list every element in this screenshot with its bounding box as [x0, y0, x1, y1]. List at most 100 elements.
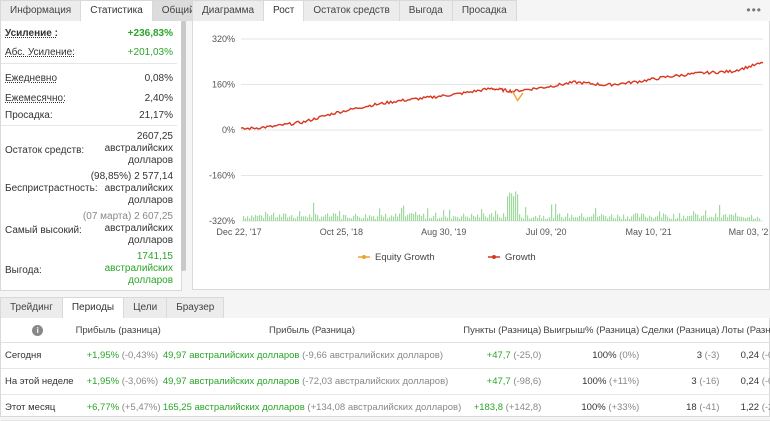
volume-bar — [253, 217, 255, 221]
volume-bar — [495, 210, 497, 221]
volume-bar — [671, 218, 673, 221]
volume-bar — [625, 218, 627, 221]
tab-profit[interactable]: Выгода — [398, 0, 453, 21]
volume-bar — [441, 217, 443, 221]
volume-bar — [511, 193, 513, 221]
volume-bar — [725, 214, 727, 221]
volume-bar — [755, 218, 757, 221]
volume-bar — [335, 213, 337, 221]
volume-bar — [695, 213, 697, 221]
stat-profit: Выгода: 1741,15 австралийских долларов — [1, 251, 177, 290]
volume-bar — [663, 213, 665, 221]
volume-bar — [721, 217, 723, 221]
volume-bar — [661, 217, 663, 221]
tab-periods[interactable]: Периоды — [61, 297, 125, 319]
volume-bar — [517, 194, 519, 221]
drawdown-label: Просадка: — [5, 110, 53, 121]
volume-bar — [265, 211, 267, 221]
volume-bar — [261, 215, 263, 221]
volume-bar — [411, 213, 413, 221]
trades-cell: 18 (-41) — [640, 394, 721, 421]
volume-bar — [413, 214, 415, 221]
tab-trading[interactable]: Трейдинг — [0, 297, 63, 318]
info-icon[interactable]: i — [32, 324, 44, 336]
volume-bar — [329, 216, 331, 221]
volume-bar — [313, 202, 315, 221]
volume-bar — [549, 217, 551, 221]
volume-bar — [309, 214, 311, 221]
volume-bar — [263, 217, 265, 221]
volume-bar — [759, 218, 761, 221]
tab-drawdown[interactable]: Просадка — [451, 0, 517, 21]
volume-bar — [459, 218, 461, 221]
volume-bar — [567, 213, 569, 221]
volume-bar — [453, 216, 455, 221]
volume-bar — [547, 218, 549, 221]
volume-bar — [345, 215, 347, 221]
volume-bar — [673, 213, 675, 221]
equity-amount: (98,85%) 2 577,14 — [90, 171, 173, 182]
volume-bar — [503, 213, 505, 221]
volume-bar — [461, 216, 463, 221]
volume-bar — [465, 216, 467, 221]
pips-cell: +47,7 (-98,6) — [462, 368, 543, 395]
profit-currency: австралийских — [104, 263, 173, 274]
tab-growth[interactable]: Рост — [263, 0, 305, 22]
volume-bar — [365, 214, 367, 221]
abs-gain-label[interactable]: Абс. Усиление: — [5, 47, 75, 58]
tab-statistics[interactable]: Статистика — [80, 0, 153, 22]
stat-balance: Остаток средств: 2607,25 австралийских д… — [1, 131, 177, 171]
volume-bar — [379, 208, 381, 221]
volume-bar — [615, 218, 617, 221]
volume-bar — [585, 218, 587, 221]
volume-bar — [707, 217, 709, 221]
volume-bar — [255, 215, 257, 221]
volume-bar — [325, 214, 327, 221]
volume-bar — [435, 212, 437, 221]
equity-currency-unit: долларов — [128, 195, 173, 206]
table-row: Сегодня +1,95% (-0,43%) 49,97 австралийс… — [1, 342, 770, 369]
monthly-label[interactable]: Ежемесячно: — [5, 93, 66, 104]
volume-bar — [389, 217, 391, 221]
x-tick-label: Dec 22, '17 — [216, 227, 261, 237]
volume-bar — [551, 204, 553, 221]
volume-bar — [535, 215, 537, 221]
volume-bar — [469, 218, 471, 221]
volume-bar — [269, 216, 271, 221]
tab-info[interactable]: Информация — [0, 0, 82, 21]
tab-goals[interactable]: Цели — [123, 297, 168, 318]
balance-value: 2607,25 австралийских долларов — [63, 131, 173, 167]
volume-bar — [489, 214, 491, 221]
volume-bar — [709, 217, 711, 221]
pips-cell: +183,8 (+142,8) — [462, 394, 543, 421]
volume-bar — [613, 217, 615, 221]
volume-bar — [525, 207, 527, 221]
lots-cell: 0,24 (-0,14) — [720, 342, 770, 369]
tab-diagram[interactable]: Диаграмма — [192, 0, 265, 21]
volume-bar — [483, 213, 485, 221]
trades-cell: 3 (-3) — [640, 342, 721, 369]
volume-bar — [605, 216, 607, 221]
volume-bar — [355, 213, 357, 221]
table-header-row: i Прибыль (разница) Прибыль (Разница) Пу… — [1, 318, 770, 343]
more-options-icon[interactable]: ••• — [746, 3, 762, 17]
col-pips: Пункты (Разница) — [462, 318, 543, 343]
volume-bar — [703, 215, 705, 221]
volume-bar — [377, 216, 379, 221]
stats-body: Усиление : +236,83% Абс. Усиление: +201,… — [0, 21, 182, 291]
volume-bar — [247, 216, 249, 221]
volume-bar — [751, 214, 753, 221]
stats-scrollbar[interactable] — [181, 21, 186, 271]
bottom-tabs: Трейдинг Периоды Цели Браузер — [0, 297, 770, 319]
daily-label[interactable]: Ежедневно — [5, 73, 58, 84]
gain-label[interactable]: Усиление : — [5, 28, 58, 39]
volume-bar — [647, 217, 649, 221]
profit-currency-unit: долларов — [128, 275, 173, 286]
tab-browser[interactable]: Браузер — [166, 297, 225, 318]
tab-balance[interactable]: Остаток средств — [303, 0, 400, 21]
volume-bar — [283, 213, 285, 221]
volume-bar — [627, 216, 629, 221]
x-tick-label: May 10, '21 — [625, 227, 671, 237]
volume-bar — [523, 218, 525, 221]
volume-bar — [375, 218, 377, 221]
